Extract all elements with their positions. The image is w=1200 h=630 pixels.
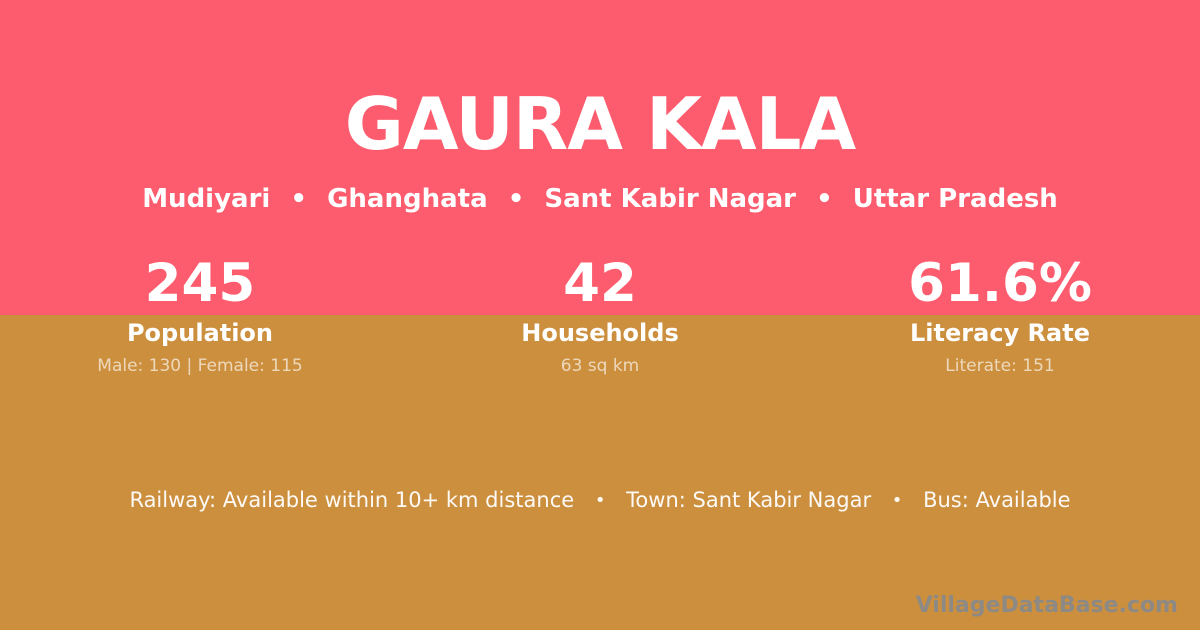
stat-literacy-label: Literacy Rate — [910, 319, 1090, 347]
stat-literacy-rate: 61.6% Literacy Rate Literate: 151 — [800, 245, 1200, 377]
breadcrumb-item-district: Sant Kabir Nagar — [544, 184, 797, 214]
stat-households: 42 Households 63 sq km — [400, 245, 800, 377]
stat-households-label: Households — [521, 319, 679, 347]
breadcrumb-separator: • — [507, 184, 525, 214]
amenities-line: Railway: Available within 10+ km distanc… — [0, 487, 1200, 514]
breadcrumb-item-village: Mudiyari — [142, 184, 271, 214]
location-breadcrumb: Mudiyari • Ghanghata • Sant Kabir Nagar … — [0, 184, 1200, 214]
village-title: GAURA KALA — [344, 82, 856, 166]
stat-population-detail: Male: 130 | Female: 115 — [97, 356, 303, 376]
stat-literacy-value: 61.6% — [908, 253, 1092, 314]
top-banner-background — [0, 0, 1200, 315]
stat-households-value: 42 — [563, 253, 637, 314]
amenity-railway: Railway: Available within 10+ km distanc… — [129, 488, 575, 512]
stat-literacy-detail: Literate: 151 — [945, 356, 1055, 376]
stat-population-value: 245 — [144, 253, 256, 314]
stat-households-detail: 63 sq km — [560, 356, 640, 376]
bottom-banner-background — [0, 315, 1200, 630]
breadcrumb-separator: • — [816, 184, 833, 214]
amenities-separator: • — [594, 490, 606, 511]
breadcrumb-item-state: Uttar Pradesh — [852, 184, 1058, 214]
stat-population-label: Population — [126, 319, 274, 347]
stats-row: 245 Population Male: 130 | Female: 115 4… — [0, 245, 1200, 377]
watermark: VillageDataBase.com — [915, 593, 1178, 618]
stat-population: 245 Population Male: 130 | Female: 115 — [0, 245, 400, 377]
breadcrumb-item-block: Ghanghata — [327, 184, 488, 214]
breadcrumb-separator: • — [290, 184, 308, 214]
amenity-town: Town: Sant Kabir Nagar — [626, 488, 872, 512]
amenity-bus: Bus: Available — [923, 488, 1071, 512]
amenities-separator: • — [891, 490, 903, 511]
